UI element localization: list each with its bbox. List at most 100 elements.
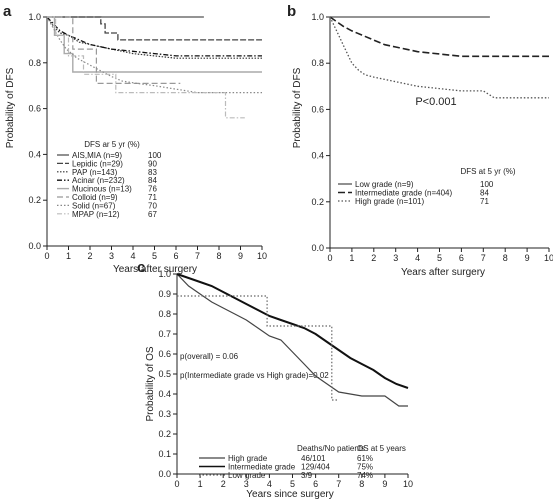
series-line [177, 295, 339, 401]
legend-deaths: 129/404 [301, 463, 330, 472]
legend-value: 90 [148, 159, 157, 168]
x-tick-label: 9 [525, 253, 530, 263]
x-tick-label: 1 [349, 253, 354, 263]
x-tick-label: 6 [173, 251, 178, 261]
x-tick-label: 2 [221, 479, 226, 489]
x-tick-label: 8 [503, 253, 508, 263]
y-tick-label: 0.5 [158, 369, 171, 379]
y-tick-label: 0.6 [311, 104, 324, 114]
legend-entry: Intermediate grade (n=404) [355, 189, 453, 198]
legend-entry: AIS,MIA (n=9) [72, 151, 122, 160]
legend-value: 84 [480, 189, 489, 198]
panel-b-xlabel: Years after surgery [401, 267, 485, 278]
legend-value: 67 [148, 210, 157, 219]
panel-a-letter: a [3, 3, 12, 20]
legend-entry: Low grade (n=9) [355, 180, 414, 189]
x-tick-label: 7 [481, 253, 486, 263]
y-tick-label: 0.9 [158, 289, 171, 299]
panel-a: a Probability of DFS Years after surgery… [3, 3, 267, 275]
panel-b-pvalue: P<0.001 [415, 96, 456, 108]
panel-a-legend-header: DFS ar 5 yr (%) [84, 140, 140, 149]
x-tick-label: 10 [544, 253, 553, 263]
x-tick-label: 0 [44, 251, 49, 261]
legend-os: 74% [357, 471, 373, 480]
x-tick-label: 8 [359, 479, 364, 489]
panel-c-legend-header-os: OS at 5 years [357, 444, 406, 453]
x-tick-label: 1 [66, 251, 71, 261]
x-tick-label: 8 [216, 251, 221, 261]
x-tick-label: 0 [174, 479, 179, 489]
y-tick-label: 0.0 [158, 469, 171, 479]
y-tick-label: 0.8 [158, 309, 171, 319]
x-tick-label: 7 [195, 251, 200, 261]
series-line [329, 16, 549, 99]
x-tick-label: 7 [336, 479, 341, 489]
legend-entry: Low grade [228, 471, 266, 480]
x-tick-label: 1 [198, 479, 203, 489]
x-tick-label: 6 [313, 479, 318, 489]
y-tick-label: 0.6 [28, 104, 41, 114]
y-tick-label: 0.0 [28, 241, 41, 251]
legend-value: 76 [148, 185, 157, 194]
legend-entry: High grade [228, 454, 268, 463]
y-tick-label: 0.0 [311, 243, 324, 253]
x-tick-label: 3 [393, 253, 398, 263]
x-tick-label: 0 [327, 253, 332, 263]
x-tick-label: 6 [459, 253, 464, 263]
legend-value: 100 [148, 151, 162, 160]
series-line [176, 273, 408, 407]
x-tick-label: 2 [371, 253, 376, 263]
x-tick-label: 2 [87, 251, 92, 261]
y-tick-label: 0.6 [158, 349, 171, 359]
series-line [47, 16, 181, 85]
x-tick-label: 9 [238, 251, 243, 261]
y-tick-label: 0.1 [158, 449, 171, 459]
series-line [46, 16, 262, 57]
legend-entry: MPAP (n=12) [72, 210, 120, 219]
legend-entry: Colloid (n=9) [72, 193, 118, 202]
x-tick-label: 9 [382, 479, 387, 489]
legend-deaths: 46/101 [301, 454, 326, 463]
panel-c-legend-header-deaths: Deaths/No patients [297, 444, 365, 453]
x-tick-label: 5 [152, 251, 157, 261]
x-tick-label: 5 [290, 479, 295, 489]
y-tick-label: 0.2 [28, 195, 41, 205]
x-tick-label: 10 [403, 479, 413, 489]
x-tick-label: 4 [267, 479, 272, 489]
legend-entry: Mucinous (n=13) [72, 185, 132, 194]
series-line [47, 16, 262, 73]
y-tick-label: 0.8 [28, 58, 41, 68]
x-tick-label: 3 [244, 479, 249, 489]
series-line [46, 16, 262, 94]
legend-value: 100 [480, 180, 494, 189]
x-tick-label: 4 [130, 251, 135, 261]
series-line [176, 273, 409, 389]
series-line [329, 16, 549, 58]
legend-value: 70 [148, 201, 157, 210]
panel-c-xlabel: Years since surgery [246, 489, 333, 500]
legend-value: 84 [148, 176, 157, 185]
legend-entry: Intermediate grade [228, 463, 296, 472]
panel-a-ylabel: Probability of DFS [5, 67, 16, 148]
panel-a-xlabel: Years after surgery [113, 264, 197, 275]
legend-value: 83 [148, 168, 157, 177]
panel-c-pvalue-overall: p(overall) = 0.06 [180, 352, 239, 361]
y-tick-label: 0.4 [158, 389, 171, 399]
x-tick-label: 10 [257, 251, 267, 261]
series-line [47, 16, 245, 119]
panel-b: b Probability of DFS Years after surgery… [287, 3, 553, 278]
y-tick-label: 0.7 [158, 329, 171, 339]
y-tick-label: 0.4 [28, 149, 41, 159]
series-line [47, 16, 262, 41]
y-tick-label: 1.0 [28, 12, 41, 22]
panel-c-ylabel: Probability of OS [145, 346, 156, 421]
panel-c: c Probability of OS Years since surgery … [137, 259, 413, 500]
legend-os: 61% [357, 454, 373, 463]
legend-entry: Acinar (n=232) [72, 176, 125, 185]
legend-os: 75% [357, 463, 373, 472]
y-tick-label: 0.8 [311, 58, 324, 68]
series-line [46, 16, 262, 59]
x-tick-label: 4 [415, 253, 420, 263]
y-tick-label: 0.2 [158, 429, 171, 439]
